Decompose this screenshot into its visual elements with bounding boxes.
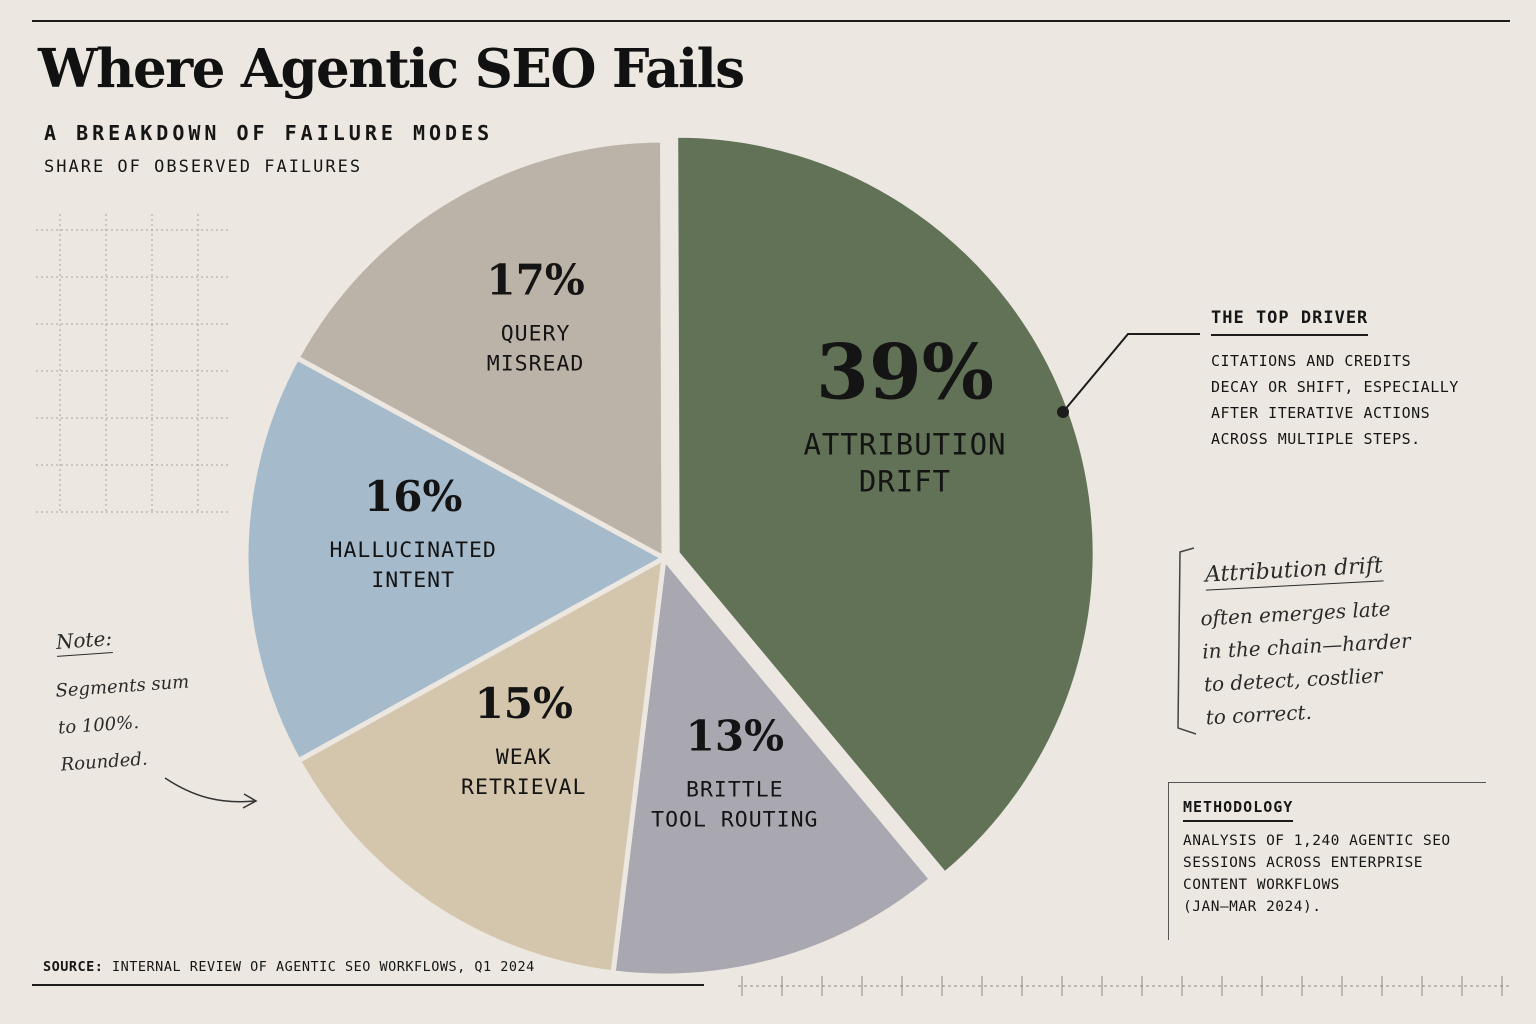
top-driver-title: THE TOP DRIVER [1211,308,1369,336]
aside-body: often emerges late in the chain—harder t… [1199,596,1412,730]
slice-percent-hallucinated-intent: 16% [364,472,462,521]
pie-slice-weak-retrieval [295,555,667,976]
top-driver-body: CITATIONS AND CREDITS DECAY OR SHIFT, ES… [1211,352,1459,448]
slice-label-hallucinated-intent-line-2: INTENT [371,568,455,593]
slice-percent-brittle-tool-routing: 13% [686,712,784,761]
slice-label-weak-retrieval-line-2: RETRIEVAL [461,775,587,800]
note-heading: Note: [55,626,114,657]
source-label: SOURCE: [43,959,104,975]
top-driver-callout: THE TOP DRIVER CITATIONS AND CREDITS DEC… [1211,308,1511,452]
slice-label-weak-retrieval-line-1: WEAK [496,745,552,770]
chart-caption: SHARE OF OBSERVED FAILURES [44,157,363,177]
slice-label-hallucinated-intent-line-1: HALLUCINATED [330,538,497,563]
methodology-box: METHODOLOGY ANALYSIS OF 1,240 AGENTIC SE… [1168,782,1486,940]
slice-label-query-misread-line-2: MISREAD [487,352,585,377]
slice-label-brittle-tool-routing-line-2: TOOL ROUTING [651,808,818,833]
slice-percent-attribution-drift: 39% [816,327,994,416]
pie-slice-brittle-tool-routing [610,555,935,979]
slice-label-attribution-drift-line-1: ATTRIBUTION [803,427,1006,461]
decorative-grid [36,214,228,514]
bottom-rule [32,984,704,986]
source-text: INTERNAL REVIEW OF AGENTIC SEO WORKFLOWS… [112,959,535,975]
chart-subtitle: A BREAKDOWN OF FAILURE MODES [44,121,494,145]
top-rule [32,20,1510,22]
slice-label-attribution-drift-line-2: DRIFT [859,464,951,498]
note-body: Segments sum to 100%. Rounded. [54,671,190,776]
page-title: Where Agentic SEO Fails [38,38,745,100]
source-line: SOURCE: INTERNAL REVIEW OF AGENTIC SEO W… [43,959,535,975]
slice-label-query-misread-line-1: QUERY [501,322,571,347]
slice-percent-query-misread: 17% [486,256,584,305]
slice-percent-weak-retrieval: 15% [475,679,573,728]
pie-slice-query-misread [294,137,667,561]
methodology-body: ANALYSIS OF 1,240 AGENTIC SEO SESSIONS A… [1183,833,1451,915]
pie-slice-hallucinated-intent [243,355,667,764]
slice-label-brittle-tool-routing-line-1: BRITTLE [686,778,784,803]
methodology-title: METHODOLOGY [1183,798,1294,822]
